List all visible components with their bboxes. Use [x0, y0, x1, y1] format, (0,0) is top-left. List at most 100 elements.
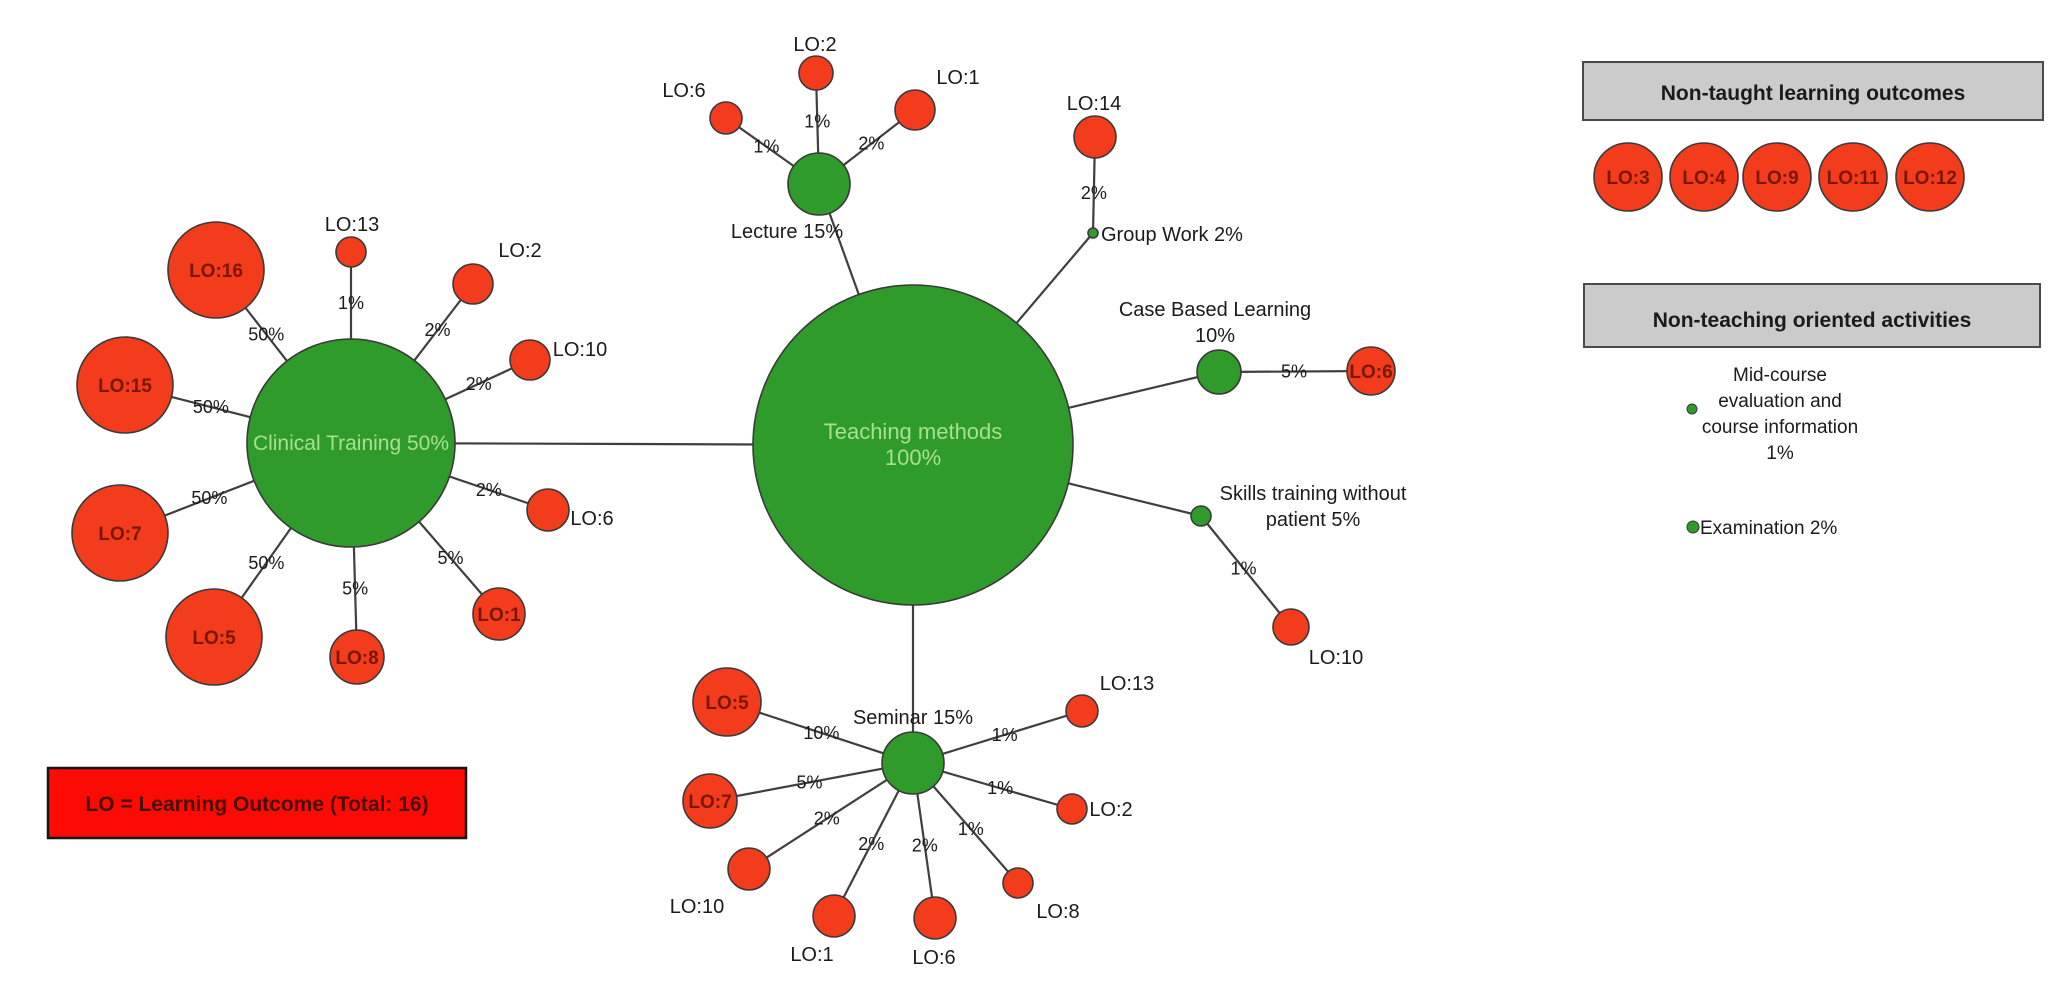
node-se5 [692, 667, 762, 737]
node-c2 [452, 263, 494, 305]
node-label-l6: LO:6 [662, 80, 705, 102]
node-label-se7: LO:7 [688, 792, 731, 813]
node-se10 [727, 847, 771, 891]
edge-label-clinical-c7: 50% [191, 488, 227, 508]
edge-cbl-cb6 [1218, 369, 1372, 374]
edge-label-clinical-c15: 50% [193, 397, 229, 417]
edge-skills-s10 [1200, 515, 1292, 628]
node-c6 [526, 488, 570, 532]
edge-label-seminar-se7: 5% [797, 772, 823, 792]
node-seminar [881, 731, 945, 795]
non-teaching-legend-box [1583, 283, 2041, 348]
node-label-c1: LO:1 [477, 605, 521, 626]
node-c13 [335, 236, 367, 268]
node-c7 [71, 484, 169, 582]
node-c5 [165, 588, 263, 686]
node-s10 [1272, 608, 1310, 646]
edge-label-clinical-c5: 50% [248, 553, 284, 573]
node-label-g14: LO:14 [1067, 93, 1121, 115]
non-taught-legend-box [1582, 61, 2044, 121]
edge-label-clinical-c13: 1% [338, 293, 364, 313]
edge-label-seminar-se5: 10% [803, 723, 839, 743]
node-l2 [798, 55, 834, 91]
node-label-se13: LO:13 [1100, 673, 1154, 695]
node-skills [1190, 505, 1212, 527]
node-label-c13: LO:13 [325, 214, 379, 236]
legend-outcome-label-2: LO:9 [1755, 168, 1798, 189]
edge-label-seminar-se8: 1% [958, 819, 984, 839]
node-label-cbl: Case Based Learning 10% [1119, 299, 1311, 347]
node-label-c15: LO:15 [98, 376, 152, 397]
node-label-clinical: Clinical Training 50% [253, 432, 449, 455]
node-l1 [894, 89, 936, 131]
activity-label-0: Mid-course evaluation and course informati… [1702, 365, 1858, 464]
edge-label-lecture-l1: 2% [858, 134, 884, 154]
node-label-c6: LO:6 [570, 508, 613, 530]
node-c1 [472, 587, 526, 641]
node-label-root: Teaching methods 100% [824, 419, 1003, 470]
legend-outcome-label-3: LO:11 [1827, 168, 1880, 189]
node-label-c7: LO:7 [98, 524, 141, 545]
edge-label-seminar-se13: 1% [992, 725, 1018, 745]
legend-outcome-circle-1 [1669, 142, 1739, 212]
node-c16 [167, 221, 265, 319]
edge-label-clinical-c10: 2% [466, 374, 492, 394]
edge-seminar-se10 [748, 762, 914, 870]
node-label-cb6: LO:6 [1349, 362, 1392, 383]
edge-label-seminar-se2: 1% [987, 778, 1013, 798]
legend-outcome-circle-3 [1818, 142, 1888, 212]
edge-label-clinical-c1: 5% [438, 548, 464, 568]
node-label-skills: Skills training without patient 5% [1220, 483, 1407, 531]
node-label-lecture: Lecture 15% [731, 221, 844, 243]
node-g14 [1073, 115, 1117, 159]
nodes-layer [46, 55, 2044, 940]
edge-label-clinical-c6: 2% [476, 480, 502, 500]
node-c15 [76, 336, 174, 434]
node-lecture [787, 152, 851, 216]
legend-outcome-label-4: LO:12 [1903, 168, 1957, 189]
node-label-se10: LO:10 [670, 896, 724, 918]
edge-label-groupwork-g14: 2% [1081, 183, 1107, 203]
node-se1 [812, 894, 856, 938]
labels-layer: 50% 1% 2% 2% 50% 50% 2% 50% 5% 5% 1% 1% 2% 2% 5% 1% 10% 5… [85, 34, 1971, 969]
node-se6 [913, 896, 957, 940]
node-se13 [1065, 694, 1099, 728]
node-c10 [509, 339, 551, 381]
edge-label-seminar-se10: 2% [814, 809, 840, 829]
edge-label-lecture-l2: 1% [804, 112, 830, 132]
edge-label-clinical-c16: 50% [248, 324, 284, 344]
non-taught-legend-title: Non-taught learning outcomes [1661, 82, 1966, 105]
node-label-se8: LO:8 [1036, 901, 1079, 923]
edge-label-seminar-se6: 2% [912, 835, 938, 855]
legend-outcome-circle-0 [1593, 142, 1663, 212]
edge-label-clinical-c2: 2% [425, 320, 451, 340]
node-label-se5: LO:5 [705, 693, 749, 714]
node-label-s10: LO:10 [1309, 647, 1363, 669]
edge-label-seminar-se1: 2% [858, 834, 884, 854]
activity-label-1: Examination 2% [1700, 518, 1837, 539]
lo-key-box [46, 766, 468, 840]
legend-outcome-circle-4 [1895, 142, 1965, 212]
node-label-c10: LO:10 [553, 339, 607, 361]
node-groupwork [1087, 227, 1099, 239]
activity-dot-1 [1686, 520, 1700, 534]
edge-seminar-se7 [709, 761, 914, 803]
edge-label-clinical-c8: 5% [342, 578, 368, 598]
edge-label-cbl-cb6: 5% [1281, 362, 1307, 382]
non-teaching-legend-title: Non-teaching oriented activities [1653, 309, 1972, 332]
lo-key-label: LO = Learning Outcome (Total: 16) [85, 793, 428, 816]
node-label-c2: LO:2 [498, 240, 541, 262]
edge-label-skills-s10: 1% [1230, 558, 1256, 578]
node-cbl [1196, 349, 1242, 395]
node-label-se2: LO:2 [1089, 799, 1132, 821]
node-label-c5: LO:5 [192, 628, 236, 649]
legend-outcome-circle-2 [1742, 142, 1812, 212]
activity-dot-0 [1686, 403, 1698, 415]
legend-outcome-label-0: LO:3 [1606, 168, 1649, 189]
legend-outcome-label-1: LO:4 [1682, 168, 1726, 189]
node-label-l2: LO:2 [793, 34, 836, 56]
node-cb6 [1346, 346, 1396, 396]
node-label-seminar: Seminar 15% [853, 707, 973, 729]
